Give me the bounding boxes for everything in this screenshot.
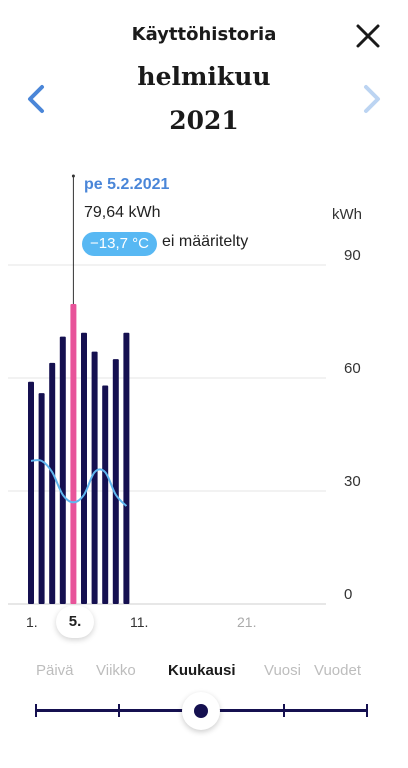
slider-tick xyxy=(118,704,120,717)
close-button[interactable] xyxy=(352,20,384,52)
period-tab-day[interactable]: Päivä xyxy=(36,662,74,679)
period-tab-week[interactable]: Viikko xyxy=(96,662,136,679)
y-axis-unit: kWh xyxy=(332,206,362,223)
bar-day-3[interactable] xyxy=(49,362,56,604)
temperature-line xyxy=(30,459,128,507)
bar-day-1[interactable] xyxy=(28,381,34,604)
slider-handle-dot xyxy=(194,704,208,718)
chevron-right-icon xyxy=(364,85,380,113)
y-tick-label: 90 xyxy=(344,247,361,264)
period-slider-handle[interactable] xyxy=(182,692,220,730)
consumption-chart[interactable] xyxy=(0,170,340,610)
previous-month-button[interactable] xyxy=(22,82,52,116)
slider-tick xyxy=(366,704,368,717)
close-icon xyxy=(356,24,380,48)
bar-day-10[interactable] xyxy=(123,332,130,604)
y-tick-label: 30 xyxy=(344,473,361,490)
tooltip-temperature-note: ei määritelty xyxy=(162,233,249,250)
temperature-badge: −13,7 °C xyxy=(82,232,157,256)
chevron-left-icon xyxy=(28,85,44,113)
period-tab-month[interactable]: Kuukausi xyxy=(168,662,236,679)
next-month-button[interactable] xyxy=(356,82,386,116)
page-title: Käyttöhistoria xyxy=(131,24,277,45)
y-tick-label: 60 xyxy=(344,360,361,377)
bar-selected-day[interactable] xyxy=(70,304,77,604)
tooltip-date: pe 5.2.2021 xyxy=(84,176,170,193)
x-tick-selected-day[interactable]: 5. xyxy=(56,606,94,638)
y-tick-label: 0 xyxy=(344,586,353,603)
x-tick-label: 1. xyxy=(26,614,38,630)
bar-day-6[interactable] xyxy=(81,332,87,604)
bar-day-9[interactable] xyxy=(112,359,119,604)
x-tick-label: 21. xyxy=(237,614,257,630)
selection-marker-dot xyxy=(71,174,75,178)
tooltip-consumption: 79,64 kWh xyxy=(84,204,161,221)
slider-tick xyxy=(35,704,37,717)
period-tab-year[interactable]: Vuosi xyxy=(264,662,301,679)
selected-month: helmikuu xyxy=(137,62,271,91)
selected-year: 2021 xyxy=(169,106,239,135)
bar-day-2[interactable] xyxy=(38,393,45,604)
period-tab-years[interactable]: Vuodet xyxy=(314,662,361,679)
x-tick-label: 11. xyxy=(130,614,149,630)
slider-tick xyxy=(283,704,285,717)
bar-day-4[interactable] xyxy=(59,336,66,604)
bar-day-7[interactable] xyxy=(91,351,98,604)
bar-day-8[interactable] xyxy=(102,385,109,604)
